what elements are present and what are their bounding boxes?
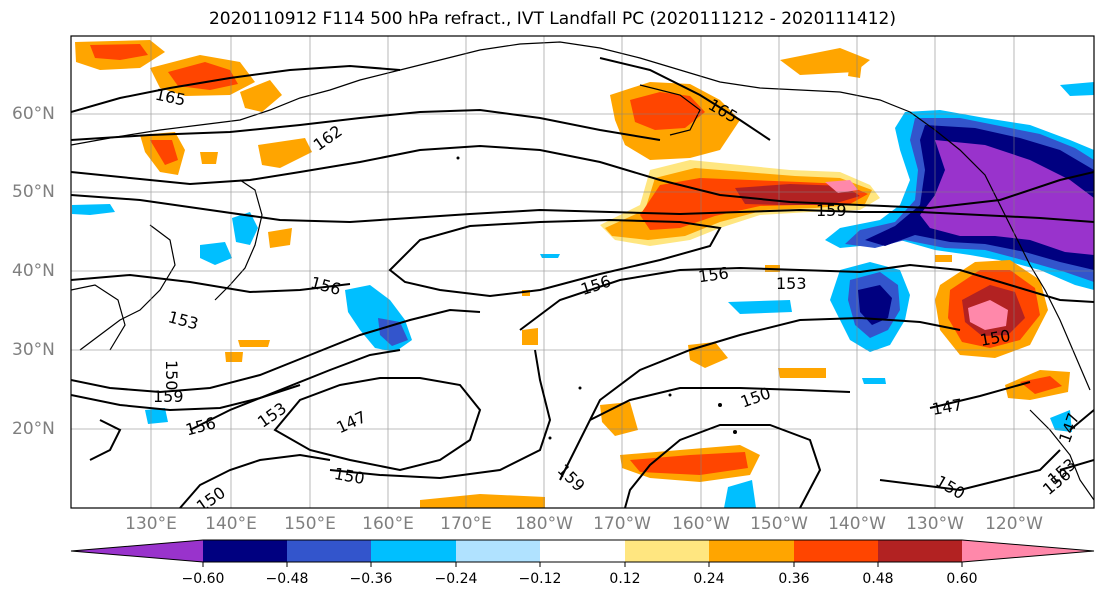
islands — [456, 156, 737, 440]
colorbar-tick: −0.60 — [181, 571, 225, 587]
colorbar-segment — [794, 540, 878, 562]
colorbar-segment — [878, 540, 962, 562]
lon-label-170e: 170°E — [440, 514, 492, 534]
colorbar-tick: 0.12 — [609, 571, 641, 587]
map-title: 2020110912 F114 500 hPa refract., IVT La… — [208, 9, 896, 29]
colorbar-segment — [709, 540, 794, 562]
colorbar-tick: −0.48 — [265, 571, 309, 587]
lon-label-180w: 180°W — [515, 514, 573, 534]
contour-label: 159 — [816, 201, 847, 220]
gridlines — [71, 36, 1094, 508]
colorbar-extend-high — [962, 540, 1094, 562]
colorbar-segment — [456, 540, 540, 562]
lat-label-40n: 40°N — [12, 261, 55, 281]
colorbar-segment — [625, 540, 709, 562]
colorbar-tick: −0.12 — [518, 571, 562, 587]
lon-label-140e: 140°E — [205, 514, 257, 534]
coastlines — [71, 41, 1094, 501]
lon-label-150w: 150°W — [750, 514, 808, 534]
colorbar-segment — [203, 540, 287, 562]
lat-label-20n: 20°N — [12, 419, 55, 439]
colorbar-tick: 0.48 — [862, 571, 894, 587]
height-contours — [71, 57, 1094, 508]
lat-label-30n: 30°N — [12, 340, 55, 360]
colorbar-segment — [287, 540, 371, 562]
colorbar-segment — [540, 540, 625, 562]
colorbar-segment — [371, 540, 456, 562]
contour-label: 156 — [697, 263, 730, 286]
lon-label-160e: 160°E — [362, 514, 414, 534]
colorbar-tick: 0.24 — [693, 571, 725, 587]
contour-label: 159 — [153, 387, 184, 406]
colorbar-tick: 0.36 — [778, 571, 810, 587]
colorbar-tick: −0.36 — [349, 571, 393, 587]
lon-label-130e: 130°E — [125, 514, 177, 534]
colorbar-extend-low — [71, 540, 203, 562]
lat-label-60n: 60°N — [12, 104, 55, 124]
lon-label-170w: 170°W — [593, 514, 651, 534]
contour-label: 150 — [162, 360, 181, 391]
map-frame — [70, 35, 1095, 509]
lon-label-140w: 140°W — [828, 514, 886, 534]
colorbar-segments — [70, 539, 1095, 567]
lon-label-150e: 150°E — [284, 514, 336, 534]
colorbar-tick: −0.24 — [434, 571, 478, 587]
lon-label-120w: 120°W — [985, 514, 1043, 534]
colorbar-tick: 0.60 — [946, 571, 978, 587]
lon-label-130w: 130°W — [906, 514, 964, 534]
contour-label: 153 — [776, 274, 807, 293]
lon-label-160w: 160°W — [672, 514, 730, 534]
lat-label-50n: 50°N — [12, 182, 55, 202]
